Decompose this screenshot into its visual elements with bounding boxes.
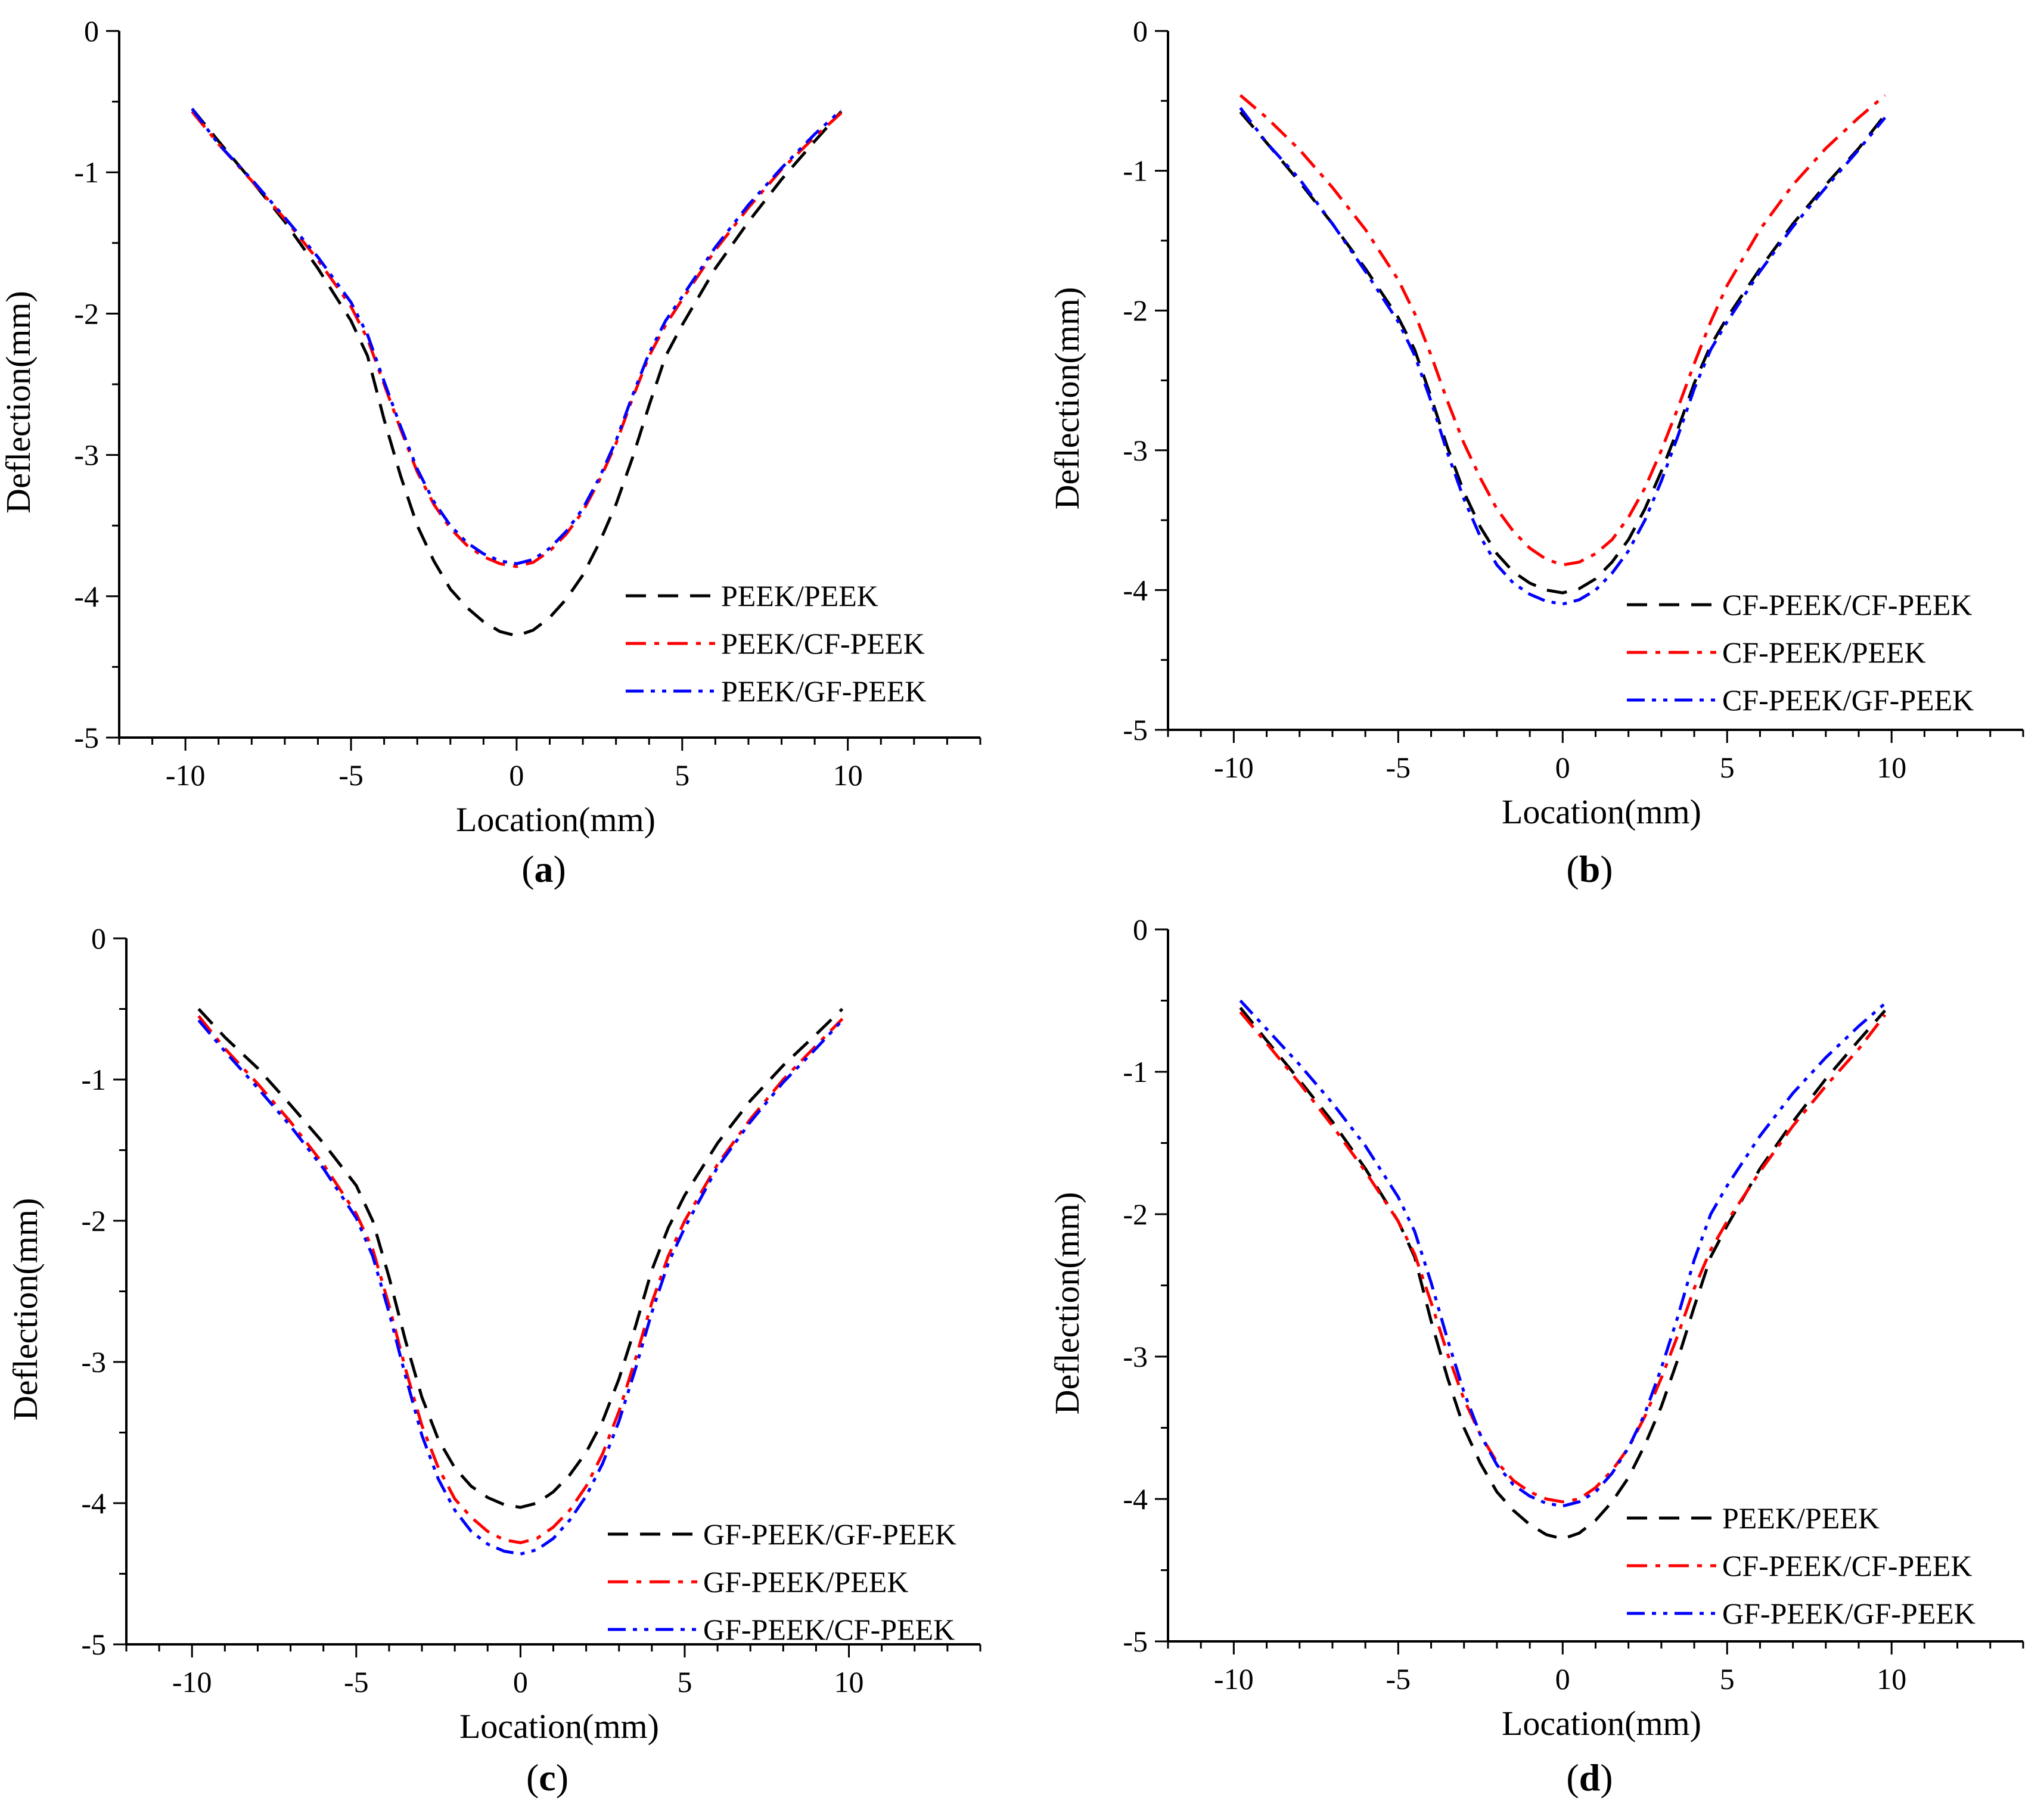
y-tick-label: -3 bbox=[1123, 1340, 1148, 1373]
y-tick-label: -2 bbox=[1123, 1198, 1148, 1231]
y-tick-label: -5 bbox=[1123, 713, 1148, 747]
legend-label-2: CF-PEEK/PEEK bbox=[1722, 636, 1926, 669]
series-line-3 bbox=[191, 108, 843, 565]
y-tick-label: -5 bbox=[1123, 1625, 1148, 1658]
series-line-2 bbox=[191, 110, 843, 568]
x-tick-label: -10 bbox=[172, 1665, 212, 1699]
y-tick-label: 0 bbox=[91, 922, 106, 955]
y-tick-label: -3 bbox=[74, 438, 99, 472]
y-tick-label: 0 bbox=[1133, 913, 1148, 946]
y-tick-label: -4 bbox=[1123, 1482, 1148, 1516]
legend-label-3: CF-PEEK/GF-PEEK bbox=[1722, 683, 1974, 717]
x-tick-label: 5 bbox=[1720, 1662, 1735, 1696]
x-tick-label: 0 bbox=[1555, 751, 1570, 784]
legend-label-2: CF-PEEK/CF-PEEK bbox=[1722, 1549, 1972, 1582]
x-tick-label: -5 bbox=[1386, 751, 1411, 784]
y-tick-label: -4 bbox=[81, 1486, 106, 1520]
legend-label-3: PEEK/GF-PEEK bbox=[721, 674, 926, 708]
x-tick-label: -5 bbox=[344, 1665, 369, 1699]
panel-label: (d) bbox=[1566, 1756, 1613, 1799]
x-tick-label: -5 bbox=[1386, 1662, 1411, 1696]
legend-label-3: GF-PEEK/CF-PEEK bbox=[703, 1613, 955, 1646]
y-tick-label: -2 bbox=[1123, 294, 1148, 327]
y-tick-label: -1 bbox=[1123, 1055, 1148, 1088]
x-axis-title: Location(mm) bbox=[459, 1707, 659, 1746]
y-tick-label: -3 bbox=[1123, 434, 1148, 467]
y-tick-label: -5 bbox=[81, 1628, 106, 1661]
legend-label-1: GF-PEEK/GF-PEEK bbox=[703, 1517, 956, 1551]
x-axis-title: Location(mm) bbox=[1502, 1704, 1701, 1743]
chart-panel-c: -10 -5 0 5 10 0 -1 -2 -3 -4 -5 Location(mm) Deflecti… bbox=[6, 922, 981, 1799]
panel-label: (c) bbox=[526, 1756, 569, 1799]
x-axis-title: Location(mm) bbox=[1502, 792, 1701, 831]
x-tick-label: -10 bbox=[1214, 751, 1254, 784]
series-line-2 bbox=[1239, 1010, 1887, 1504]
chart-panel-a: -10 -5 0 5 10 0 -1 -2 -3 -4 -5 Location(mm) Deflecti… bbox=[0, 14, 981, 890]
chart-panel-d: -10 -5 0 5 10 0 -1 -2 -3 -4 -5 Location(mm) Deflecti… bbox=[1048, 913, 2024, 1799]
series-line-2 bbox=[197, 1015, 844, 1544]
y-tick-label: -2 bbox=[74, 297, 99, 330]
x-tick-label: -10 bbox=[166, 758, 206, 792]
x-tick-label: 5 bbox=[677, 1665, 692, 1699]
x-tick-label: 10 bbox=[1877, 1662, 1906, 1696]
x-tick-label: 0 bbox=[1555, 1662, 1570, 1696]
y-axis-title: Deflection(mm) bbox=[6, 1198, 45, 1421]
x-tick-label: 5 bbox=[675, 758, 689, 792]
x-tick-label: 0 bbox=[509, 758, 524, 792]
x-tick-label: 10 bbox=[1877, 751, 1906, 784]
y-axis-title: Deflection(mm) bbox=[1048, 1192, 1086, 1415]
y-tick-label: -5 bbox=[74, 721, 99, 754]
series-line-1 bbox=[191, 107, 843, 637]
chart-panel-b: -10 -5 0 5 10 0 -1 -2 -3 -4 -5 Location(mm) Deflecti… bbox=[1048, 14, 2024, 890]
y-tick-label: -1 bbox=[74, 155, 99, 189]
series-line-1 bbox=[197, 1007, 844, 1509]
series-line-3 bbox=[197, 1019, 844, 1556]
x-tick-label: -10 bbox=[1214, 1662, 1254, 1696]
y-tick-label: -3 bbox=[81, 1345, 106, 1379]
series-line-2 bbox=[1239, 94, 1886, 567]
legend-label-2: PEEK/CF-PEEK bbox=[721, 627, 925, 660]
panel-label: (b) bbox=[1566, 848, 1613, 890]
y-axis-title: Deflection(mm) bbox=[1048, 287, 1086, 510]
legend-label-3: GF-PEEK/GF-PEEK bbox=[1722, 1597, 1975, 1630]
x-tick-label: 10 bbox=[834, 1665, 864, 1699]
x-axis-title: Location(mm) bbox=[456, 800, 656, 839]
y-tick-label: -4 bbox=[1123, 573, 1148, 607]
panel-label: (a) bbox=[521, 848, 566, 890]
y-axis-title: Deflection(mm) bbox=[0, 291, 38, 514]
x-tick-label: 5 bbox=[1720, 751, 1735, 784]
x-tick-label: -5 bbox=[338, 758, 364, 792]
legend-label-2: GF-PEEK/PEEK bbox=[703, 1565, 908, 1598]
y-tick-label: -1 bbox=[81, 1063, 106, 1096]
y-tick-label: 0 bbox=[84, 14, 99, 48]
y-tick-label: -4 bbox=[74, 580, 99, 613]
y-tick-label: -2 bbox=[81, 1204, 106, 1237]
legend-label-1: PEEK/PEEK bbox=[1722, 1501, 1880, 1535]
series-line-3 bbox=[1239, 999, 1886, 1508]
legend-label-1: PEEK/PEEK bbox=[721, 579, 878, 612]
series-line-1 bbox=[1239, 111, 1887, 595]
x-tick-label: 10 bbox=[833, 758, 863, 792]
x-tick-label: 0 bbox=[513, 1665, 528, 1699]
y-tick-label: 0 bbox=[1133, 14, 1148, 48]
series-line-3 bbox=[1239, 107, 1887, 606]
legend-label-1: CF-PEEK/CF-PEEK bbox=[1722, 588, 1972, 621]
y-tick-label: -1 bbox=[1123, 154, 1148, 188]
